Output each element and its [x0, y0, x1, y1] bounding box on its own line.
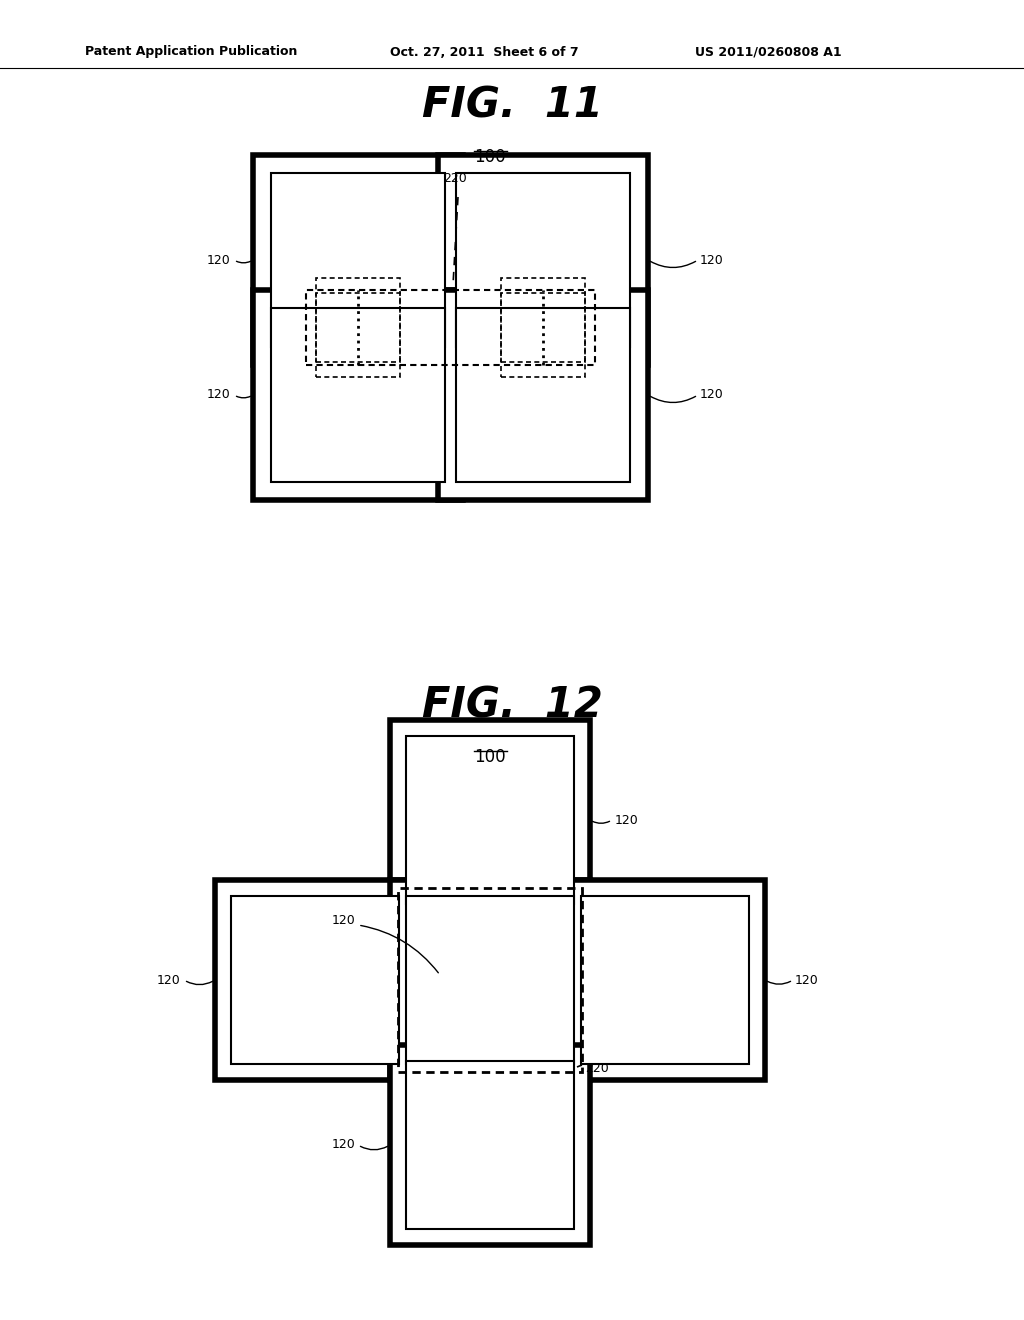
- Bar: [438, 154, 648, 366]
- Text: Patent Application Publication: Patent Application Publication: [85, 45, 297, 58]
- FancyArrowPatch shape: [593, 821, 609, 824]
- Text: 120: 120: [700, 388, 724, 401]
- FancyArrowPatch shape: [237, 261, 251, 263]
- Bar: [231, 896, 399, 1064]
- Bar: [406, 737, 574, 904]
- Bar: [456, 308, 630, 482]
- Text: 120: 120: [700, 253, 724, 267]
- Text: FIG.  12: FIG. 12: [422, 684, 602, 726]
- Bar: [398, 888, 582, 1072]
- Bar: [406, 1061, 574, 1229]
- Bar: [306, 290, 595, 366]
- Bar: [565, 880, 765, 1080]
- FancyArrowPatch shape: [186, 981, 213, 985]
- Bar: [316, 293, 400, 378]
- Bar: [390, 880, 590, 1080]
- FancyArrowPatch shape: [360, 925, 438, 973]
- Bar: [406, 896, 574, 1064]
- FancyArrowPatch shape: [360, 1146, 387, 1150]
- Bar: [215, 880, 415, 1080]
- Bar: [456, 173, 630, 347]
- Text: 220: 220: [585, 1061, 608, 1074]
- Bar: [438, 290, 648, 500]
- Text: 120: 120: [615, 813, 639, 826]
- Text: 120: 120: [331, 1138, 355, 1151]
- Bar: [271, 173, 445, 347]
- Bar: [581, 896, 749, 1064]
- Text: 120: 120: [795, 974, 819, 986]
- Text: US 2011/0260808 A1: US 2011/0260808 A1: [695, 45, 842, 58]
- Text: Oct. 27, 2011  Sheet 6 of 7: Oct. 27, 2011 Sheet 6 of 7: [390, 45, 579, 58]
- FancyArrowPatch shape: [650, 396, 695, 403]
- Text: 120: 120: [157, 974, 180, 986]
- Text: 120: 120: [206, 388, 230, 401]
- FancyArrowPatch shape: [767, 981, 791, 985]
- Bar: [253, 154, 463, 366]
- Text: 220: 220: [443, 172, 467, 185]
- Text: FIG.  11: FIG. 11: [422, 84, 602, 125]
- Text: 120: 120: [206, 253, 230, 267]
- Text: 120: 120: [331, 913, 355, 927]
- Bar: [501, 279, 585, 362]
- Bar: [390, 1045, 590, 1245]
- Bar: [501, 293, 585, 378]
- Bar: [390, 719, 590, 920]
- Bar: [316, 279, 400, 362]
- Text: 100: 100: [474, 148, 506, 166]
- Text: 100: 100: [474, 748, 506, 766]
- FancyArrowPatch shape: [650, 261, 695, 268]
- FancyArrowPatch shape: [237, 396, 251, 397]
- Bar: [253, 290, 463, 500]
- Bar: [271, 308, 445, 482]
